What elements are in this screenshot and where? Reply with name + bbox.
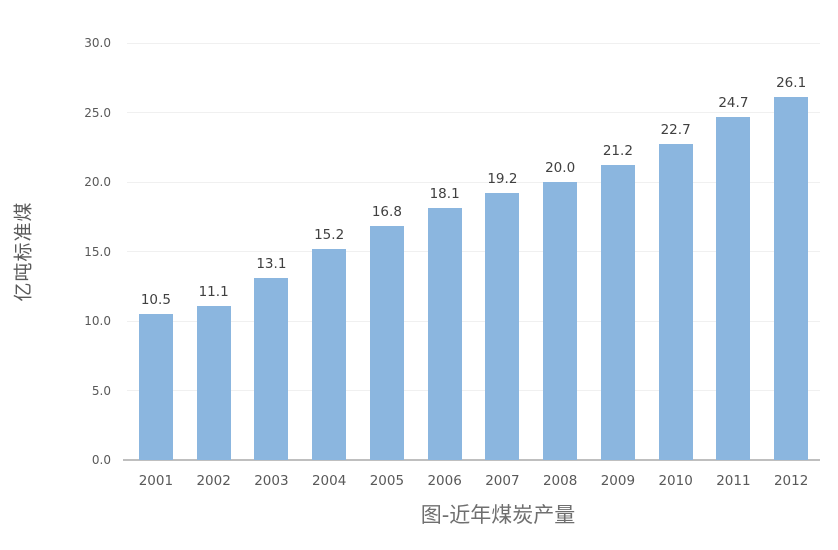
x-tick-label-2005: 2005 [369, 473, 405, 489]
bar-2008 [543, 182, 578, 460]
gridline-15.0 [127, 251, 820, 252]
data-label-2005: 16.8 [371, 204, 402, 221]
y-tick-label-10.0: 10.0 [84, 314, 111, 328]
bar-2005 [369, 226, 404, 460]
bar-2003 [254, 277, 289, 460]
x-tick-label-2009: 2009 [600, 473, 636, 489]
x-tick-label-2007: 2007 [485, 473, 520, 489]
data-label-2008: 20.0 [545, 160, 576, 176]
x-tick-label-2001: 2001 [138, 473, 174, 489]
data-label-2010: 22.7 [660, 122, 691, 139]
data-label-2002: 11.1 [198, 283, 229, 300]
y-axis-title-wrap: 亿吨标准煤 [4, 43, 40, 460]
x-tick-label-2006: 2006 [427, 473, 462, 489]
y-axis-title: 亿吨标准煤 [12, 201, 35, 302]
x-tick-label-2003: 2003 [254, 473, 289, 489]
data-label-2012: 26.1 [776, 75, 807, 92]
x-tick-label-2011: 2011 [716, 473, 751, 489]
bar-2001 [138, 314, 173, 460]
x-tick-label-2004: 2004 [311, 473, 347, 489]
data-label-2001: 10.5 [140, 292, 171, 309]
data-label-2011: 24.7 [718, 94, 749, 111]
data-label-2009: 21.2 [602, 143, 633, 160]
x-tick-label-2012: 2012 [773, 473, 809, 489]
bar-2009 [600, 165, 635, 460]
chart-title: 图-近年煤炭产量 [420, 503, 576, 527]
bar-2007 [485, 193, 520, 460]
data-label-2006: 18.1 [429, 186, 460, 203]
data-label-2003: 13.1 [256, 255, 287, 272]
y-tick-label-25.0: 25.0 [84, 105, 111, 120]
bar-2002 [196, 305, 231, 460]
gridline-10.0 [127, 320, 820, 322]
bar-2004 [312, 248, 347, 460]
bar-2010 [658, 144, 693, 460]
y-tick-label-20.0: 20.0 [84, 175, 111, 189]
bar-2012 [774, 97, 809, 460]
bar-2006 [427, 208, 462, 460]
x-tick-label-2010: 2010 [658, 473, 693, 489]
x-tick-label-2002: 2002 [196, 473, 231, 489]
y-tick-label-5.0: 5.0 [91, 383, 111, 398]
gridline-30.0 [127, 42, 820, 44]
bar-2011 [716, 116, 751, 460]
x-axis-line [123, 459, 820, 461]
gridline-20.0 [127, 181, 820, 183]
gridline-25.0 [127, 112, 820, 113]
x-tick-label-2008: 2008 [542, 473, 578, 489]
plot-area: 0.0 5.0 10.0 15.0 20.0 25.0 30.0 10.5 2001 11.1 20… [84, 36, 820, 489]
data-label-2004: 15.2 [314, 226, 345, 243]
y-tick-label-30.0: 30.0 [84, 36, 111, 50]
data-label-2007: 19.2 [487, 171, 518, 188]
y-tick-label-0.0: 0.0 [91, 453, 111, 467]
y-tick-label-15.0: 15.0 [84, 244, 111, 259]
gridline-5.0 [127, 390, 820, 391]
